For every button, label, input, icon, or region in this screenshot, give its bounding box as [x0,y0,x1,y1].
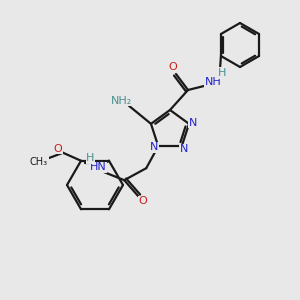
Text: HN: HN [90,162,106,172]
Text: NH₂: NH₂ [111,96,133,106]
Text: N: N [189,118,197,128]
Text: CH₃: CH₃ [30,157,48,167]
Text: H: H [218,68,226,78]
Text: N: N [150,142,158,152]
Text: O: O [54,144,62,154]
Text: NH: NH [205,77,221,87]
Text: O: O [169,62,177,72]
Text: O: O [139,196,148,206]
Text: H: H [86,153,94,163]
Text: N: N [180,144,188,154]
